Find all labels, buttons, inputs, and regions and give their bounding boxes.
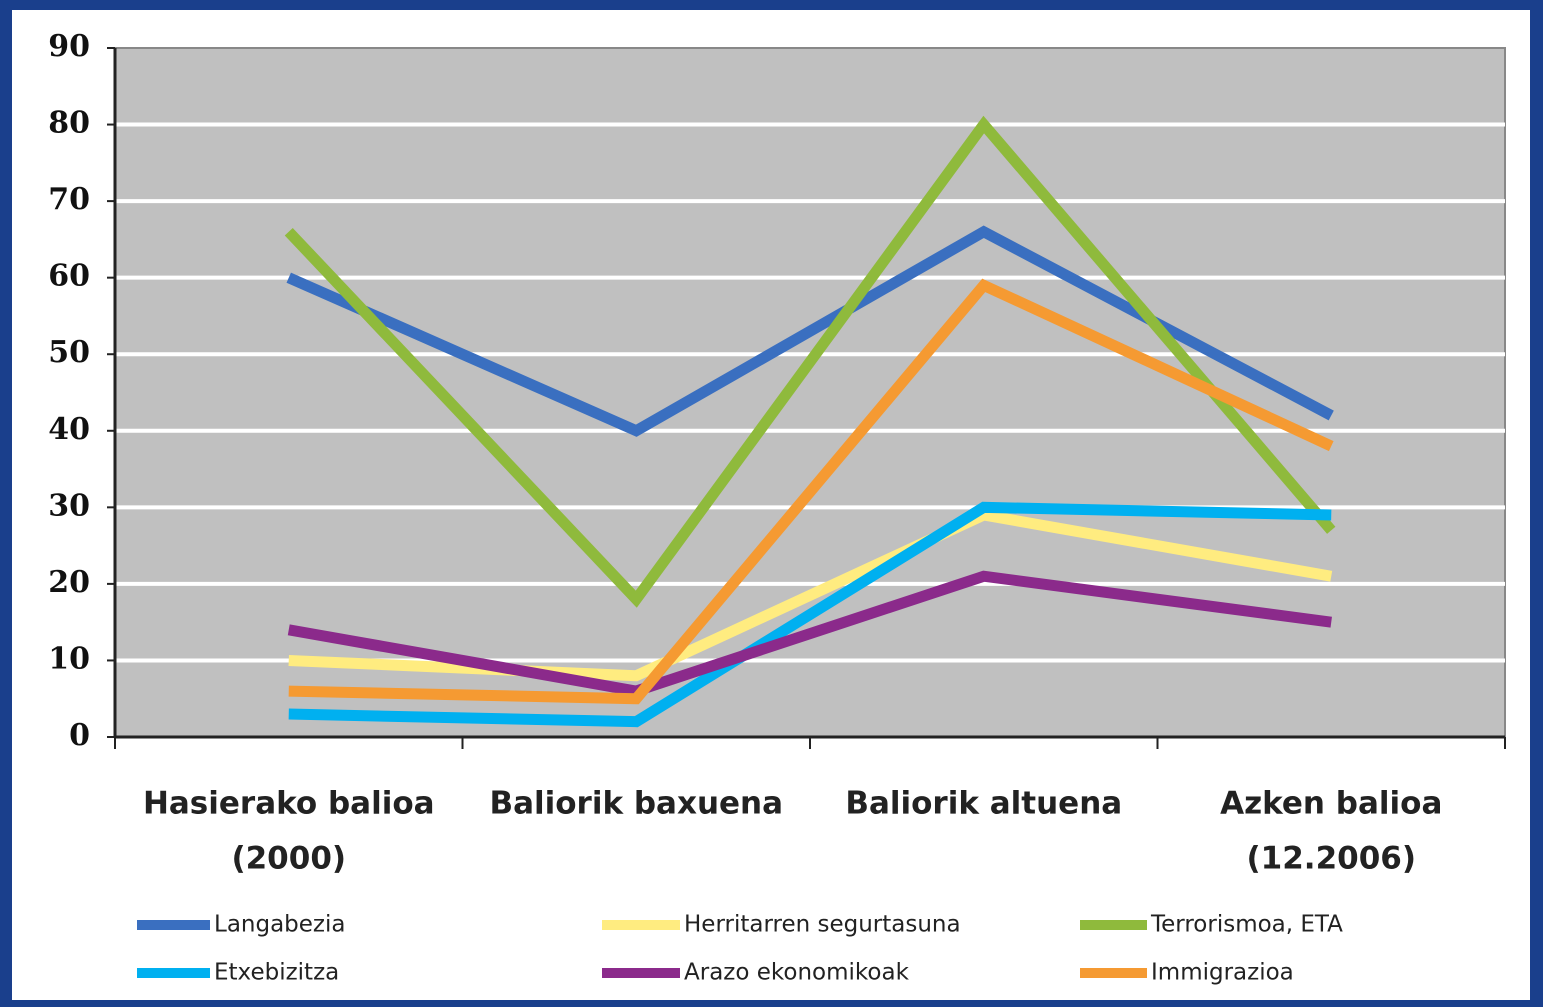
series-line [288,501,1332,728]
legend-label: Terrorismoa, ETA [1150,912,1343,938]
y-tick-label: 80 [48,106,90,141]
legend-label: Etxebizitza [214,960,339,986]
y-tick-label: 50 [48,335,90,370]
legend-label: Herritarren segurtasuna [684,912,961,938]
y-tick-label: 40 [48,412,90,447]
x-tick-label: (12.2006) [1246,841,1416,877]
y-tick-label: 0 [69,718,90,753]
y-tick-label: 20 [48,565,90,600]
plot-area [114,47,1506,738]
legend-label: Langabezia [214,912,346,938]
series-line [288,509,1333,682]
y-tick-label: 10 [48,641,90,676]
y-tick-label: 30 [48,488,90,523]
x-tick-label: Baliorik altuena [845,786,1122,822]
x-tick-label: Azken balioa [1220,786,1442,822]
y-tick-label: 60 [48,259,90,294]
x-tick-label: (2000) [231,841,346,877]
legend-label: Immigrazioa [1151,960,1294,986]
x-tick-label: Baliorik baxuena [489,786,783,822]
series-line [287,570,1332,697]
y-tick-label: 90 [48,29,90,64]
series-line [284,115,1336,608]
x-tick-label: Hasierako balioa [143,786,435,822]
legend-label: Arazo ekonomikoak [684,960,910,986]
y-tick-label: 70 [48,182,90,217]
series-line [288,278,1334,705]
